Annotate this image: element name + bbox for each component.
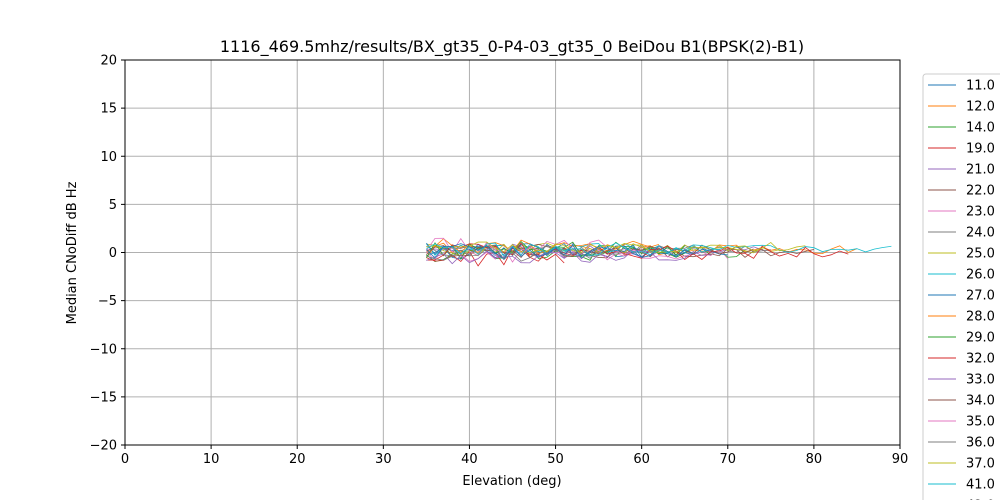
series-line-42-0: [426, 243, 694, 260]
legend-label: 37.0: [966, 457, 995, 472]
series-line-33-0: [426, 248, 711, 265]
y-axis-label: Median CNoDiff dB Hz: [65, 181, 80, 324]
x-tick-label: 0: [121, 452, 129, 467]
x-tick-label: 70: [720, 452, 737, 467]
legend-label: 36.0: [966, 436, 995, 451]
legend-label: 29.0: [966, 331, 995, 346]
series-line-28-0: [426, 238, 660, 258]
legend-label: 35.0: [966, 415, 995, 430]
y-tick-label: 10: [100, 150, 117, 165]
legend-label: 23.0: [966, 205, 995, 220]
series-line-32-0: [426, 242, 849, 262]
legend-label: 21.0: [966, 163, 995, 178]
legend-label: 34.0: [966, 394, 995, 409]
y-tick-label: −5: [98, 294, 117, 309]
legend-label: 22.0: [966, 184, 995, 199]
y-tick-label: 5: [109, 198, 117, 213]
y-tick-label: −20: [90, 439, 117, 454]
x-tick-label: 90: [892, 452, 909, 467]
legend-label: 42.0: [966, 499, 995, 500]
legend-label: 19.0: [966, 142, 995, 157]
series-line-27-0: [426, 242, 728, 258]
series-line-41-0: [426, 242, 720, 257]
y-tick-label: 15: [100, 102, 117, 117]
ticks-layer: 0 10 20 30 40 50 60 70 80 90 −20 −15 −10 −5 0 5 10 15 20: [90, 54, 909, 468]
x-tick-label: 10: [203, 452, 220, 467]
x-tick-label: 40: [461, 452, 478, 467]
legend-label: 26.0: [966, 268, 995, 283]
y-tick-label: 0: [109, 246, 117, 261]
y-tick-label: −15: [90, 390, 117, 405]
x-tick-label: 50: [547, 452, 564, 467]
legend-label: 28.0: [966, 310, 995, 325]
legend-label: 25.0: [966, 247, 995, 262]
legend-label: 12.0: [966, 100, 995, 115]
x-axis-label: Elevation (deg): [462, 474, 561, 489]
legend: 11.0 12.0 14.0 19.0 21.0 22.0 23.0 24.0 25.0 26.0…: [922, 73, 1000, 500]
legend-label: 24.0: [966, 226, 995, 241]
x-tick-label: 80: [806, 452, 823, 467]
x-tick-label: 30: [375, 452, 392, 467]
series-layer: [426, 237, 892, 267]
chart-title: 1116_469.5mhz/results/BX_gt35_0-P4-03_gt…: [220, 37, 804, 57]
y-tick-label: −10: [90, 342, 117, 357]
legend-label: 11.0: [966, 79, 995, 94]
x-tick-label: 60: [633, 452, 650, 467]
legend-label: 41.0: [966, 478, 995, 493]
legend-label: 14.0: [966, 121, 995, 136]
legend-label: 32.0: [966, 352, 995, 367]
legend-box: [922, 73, 1000, 500]
legend-label: 27.0: [966, 289, 995, 304]
legend-label: 33.0: [966, 373, 995, 388]
y-tick-label: 20: [100, 54, 117, 69]
x-tick-label: 20: [289, 452, 306, 467]
